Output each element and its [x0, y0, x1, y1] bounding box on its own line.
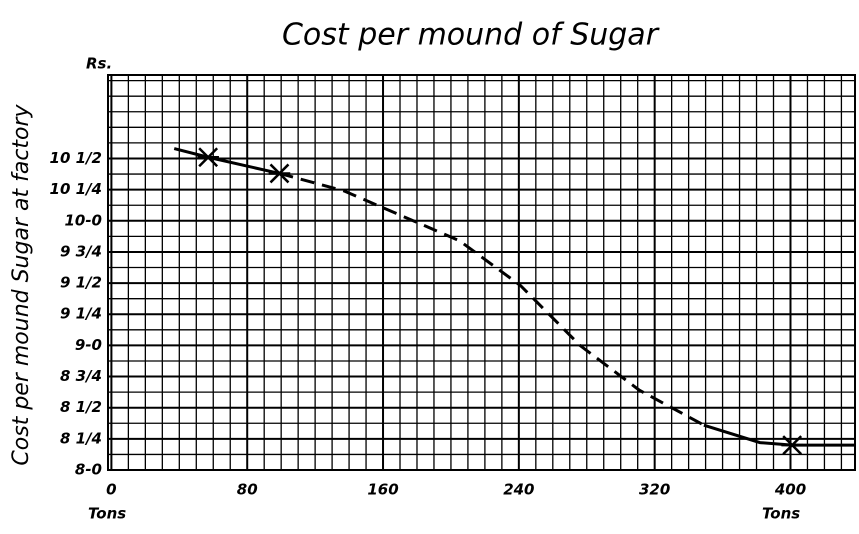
x-tick-label: 320	[639, 481, 670, 499]
x-unit: Tons	[88, 505, 126, 523]
y-tick-label: 8-0	[75, 461, 102, 479]
y-tick-label: 10 1/2	[50, 149, 102, 167]
y-tick-label: 9 3/4	[60, 242, 102, 260]
plot-frame	[107, 74, 856, 471]
chart-title: Cost per mound of Sugar	[282, 18, 660, 53]
star-marker	[781, 435, 803, 455]
star-marker	[197, 147, 219, 168]
y-tick-label: 10 1/4	[50, 180, 102, 198]
x-tick-label: 240	[503, 481, 534, 499]
y-tick-label: 10-0	[64, 211, 102, 229]
x-tick-label: 160	[367, 481, 398, 499]
line	[279, 171, 705, 427]
x-tick-label: 80	[237, 481, 258, 499]
y-tick-label: 9 1/4	[60, 305, 102, 323]
y-tick-label: 9 1/2	[60, 274, 102, 292]
star-marker	[268, 163, 291, 184]
x-tick-label: 0	[106, 481, 116, 499]
line	[703, 423, 855, 447]
y-tick-label: 8 1/4	[60, 429, 102, 447]
y-axis-label: Cost per mound Sugar at factory	[9, 103, 34, 465]
x-tick-label: 400	[774, 481, 806, 499]
y-tick-label: 8 3/4	[60, 367, 102, 385]
y-unit: Rs.	[86, 55, 112, 73]
x-unit: Tons	[762, 505, 800, 523]
y-tick-label: 9-0	[75, 336, 102, 354]
y-tick-label: 8 1/2	[60, 398, 102, 416]
